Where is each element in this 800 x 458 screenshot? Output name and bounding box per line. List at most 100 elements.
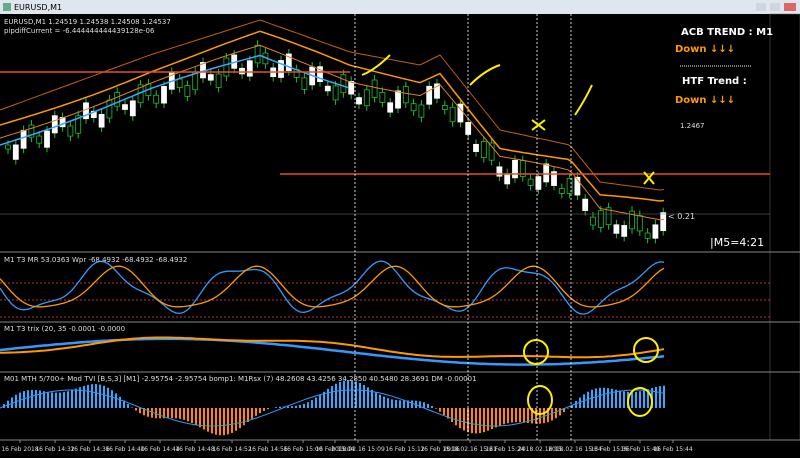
candle-body <box>551 171 557 186</box>
candle-body <box>473 143 479 152</box>
candle-body <box>114 91 121 107</box>
time-label: 2018.02.16 15 <box>518 446 562 453</box>
indicator-line <box>0 389 665 427</box>
chart-header: EURUSD,M1 1.24519 1.24538 1.24508 1.2453… <box>4 18 171 26</box>
candle-body <box>90 110 97 118</box>
candle-body <box>67 125 74 137</box>
candle-body <box>223 57 230 77</box>
candle-body <box>621 225 628 237</box>
time-label: 16 Feb 14:40 <box>105 446 145 453</box>
candle-body <box>387 102 394 113</box>
ma-line <box>0 54 349 146</box>
time-label: 16 Feb 14:32 <box>35 446 75 453</box>
candle-body <box>301 77 308 90</box>
time-label: 16 Feb 15:12 <box>385 446 425 453</box>
window-controls[interactable] <box>756 3 796 11</box>
candle-body <box>371 79 378 98</box>
candle-body <box>340 74 347 94</box>
candle-body <box>356 97 362 105</box>
candle-body <box>44 130 50 148</box>
candle-body <box>629 210 635 230</box>
candle-body <box>504 173 511 185</box>
minimize-button[interactable] <box>756 3 766 11</box>
maximize-button[interactable] <box>770 3 780 11</box>
title-bar <box>0 0 800 14</box>
window-icon <box>3 3 11 11</box>
candle-body <box>566 177 573 194</box>
candle-body <box>324 85 331 92</box>
time-label: 2018.02.16 15:09 <box>331 446 385 453</box>
level-label: 1.2467 <box>680 122 705 130</box>
timer: |M5=4:21 <box>710 236 764 249</box>
candle-body <box>457 103 464 123</box>
candle-body <box>122 104 128 110</box>
time-label: 16 Feb 14:48 <box>175 446 215 453</box>
pipdiff-label: pipdiffCurrent = -6.444444444439128e-06 <box>4 27 155 35</box>
trend-panel <box>665 20 769 115</box>
window-title: EURUSD,M1 <box>14 3 62 12</box>
candle-body <box>582 198 589 211</box>
ma-line <box>0 30 665 202</box>
candle-body <box>348 80 355 95</box>
period-lines <box>354 14 572 440</box>
candle-body <box>184 85 191 97</box>
indicator-line <box>0 336 665 359</box>
candle-body <box>161 86 167 104</box>
candle-body <box>496 166 503 177</box>
candle-body <box>597 210 604 228</box>
time-label: 2018.02.16 15:21 <box>443 446 497 453</box>
candle-body <box>207 74 214 81</box>
acb-value: Down ↓↓↓ <box>675 44 735 55</box>
indicator-header: M1 T3 MR 53.0363 Wpr -68.4932 -68.4932 -… <box>4 256 187 264</box>
htf-value: Down ↓↓↓ <box>675 95 735 106</box>
candle-body <box>153 94 160 104</box>
candle-body <box>488 142 495 161</box>
candle-body <box>395 90 401 109</box>
candle-body <box>574 176 581 196</box>
candle-body <box>527 178 534 186</box>
candle-body <box>434 83 440 99</box>
time-label: 16 Feb 15:36 <box>590 446 630 453</box>
time-label: 16 Feb 15:16 <box>420 446 460 453</box>
candle-body <box>254 44 261 64</box>
time-label: 16 Feb 14:44 <box>140 446 180 453</box>
time-label: 16 Feb 15:24 <box>485 446 525 453</box>
candle-body <box>449 106 456 123</box>
candle-body <box>512 159 518 179</box>
candle-body <box>332 85 339 101</box>
candle-body <box>278 60 284 78</box>
indicator-header: M1 T3 trix (20, 35 -0.0001 -0.0000 <box>4 325 125 333</box>
candle-body <box>363 89 370 107</box>
time-label: 16 Feb 15:40 <box>620 446 660 453</box>
candle-body <box>28 124 35 138</box>
time-label: 16 Feb 14:36 <box>70 446 110 453</box>
candle-body <box>441 105 448 110</box>
candle-body <box>644 232 651 239</box>
candle-body <box>285 53 292 71</box>
close-button[interactable] <box>784 3 796 11</box>
candle-body <box>535 176 542 190</box>
candle-body <box>543 163 550 183</box>
time-label: 16 Feb 15:04 <box>315 446 355 453</box>
acb-label: ACB TREND : M1 <box>681 27 773 38</box>
candle-body <box>215 73 222 88</box>
candle-body <box>75 115 82 134</box>
time-label: 16 Feb 14:56 <box>248 446 288 453</box>
ma-line <box>0 44 665 221</box>
time-label: 16 Feb 15:00 <box>283 446 323 453</box>
candle-body <box>402 86 409 104</box>
candle-body <box>660 212 667 232</box>
candle-body <box>379 91 386 103</box>
candle-body <box>129 100 136 117</box>
candle-body <box>605 207 612 226</box>
annotations <box>361 54 659 417</box>
candle-body <box>106 99 113 119</box>
candle-body <box>636 215 643 232</box>
price-scale <box>769 13 800 441</box>
candle-body <box>98 113 105 128</box>
candle-body <box>176 78 183 88</box>
time-label: 16 Feb 15:44 <box>653 446 693 453</box>
spread-label: < 0.21 <box>668 212 695 221</box>
candle-body <box>480 140 487 159</box>
indicator-header: M01 MTH 5/700+ Mod TVI [B,S,3] [M1] -2.9… <box>4 375 477 383</box>
